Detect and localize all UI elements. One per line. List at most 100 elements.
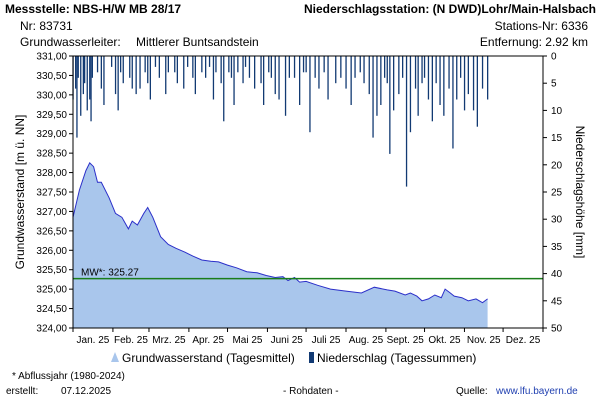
x-axis-tick-label: Mrz. 25: [152, 335, 186, 346]
precipitation-bar: [147, 56, 149, 84]
precipitation-bar: [409, 56, 412, 133]
precipitation-bar: [86, 56, 88, 111]
right-axis-tick-label: 20: [551, 160, 563, 171]
precipitation-bar: [293, 56, 296, 78]
precipitation-bar: [75, 56, 77, 89]
precipitation-bar: [208, 56, 211, 67]
groundwater-line: [72, 162, 488, 304]
precipitation-bar: [154, 56, 157, 67]
precipitation-bar: [460, 56, 462, 78]
x-axis-tick-label: Nov. 25: [467, 335, 501, 346]
precip-station-title: Niederschlagsstation: (N DWD)Lohr/Main-H…: [303, 2, 596, 16]
precipitation-bar: [359, 56, 361, 73]
left-axis-tick-label: 325,00: [36, 285, 67, 296]
precipitation-bar: [117, 56, 119, 111]
precipitation-bar: [194, 56, 196, 95]
precipitation-bar: [363, 56, 365, 84]
precipitation-bar: [144, 56, 146, 73]
x-axis-tick-label: Juni 25: [271, 335, 304, 346]
precipitation-bar: [77, 56, 79, 78]
left-axis-title: Grundwasserstand [m ü. NN]: [13, 115, 27, 270]
precipitation-bar: [103, 56, 105, 105]
precipitation-bar: [129, 56, 131, 78]
left-axis-tick-label: 329,00: [36, 129, 67, 140]
legend-precipitation-swatch: [309, 352, 314, 363]
precipitation-bar: [174, 56, 176, 73]
precipitation-bar: [176, 56, 178, 84]
precipitation-bar: [135, 56, 137, 95]
precipitation-bar: [242, 56, 244, 84]
precipitation-bar: [131, 56, 133, 89]
x-axis-tick-label: Sept. 25: [387, 335, 425, 346]
precipitation-bar: [205, 56, 207, 78]
precipitation-bar: [384, 56, 386, 78]
precipitation-bar: [228, 56, 230, 73]
precipitation-bar: [260, 56, 262, 84]
precipitation-bar: [183, 56, 185, 89]
left-axis-tick-label: 327,50: [36, 188, 67, 199]
precipitation-bar: [380, 56, 382, 105]
right-axis-tick-label: 25: [551, 188, 563, 199]
station-title: Messstelle: NBS-H/W MB 28/17: [5, 2, 182, 16]
precipitation-bar: [481, 56, 484, 89]
left-axis-tick-label: 326,00: [36, 246, 67, 257]
precipitation-bar: [187, 56, 189, 67]
precipitation-bar: [274, 56, 276, 95]
left-axis-tick-label: 327,00: [36, 207, 67, 218]
right-axis-tick-label: 10: [551, 106, 563, 117]
precipitation-bar: [111, 56, 113, 67]
precipitation-bar: [215, 56, 217, 73]
precipitation-bar: [114, 56, 117, 95]
precipitation-bar: [309, 56, 311, 133]
precipitation-bar: [335, 56, 337, 84]
precipitation-bar: [149, 56, 151, 100]
precipitation-bar: [314, 56, 316, 78]
groundwater-area: [73, 162, 488, 328]
left-axis-tick-label: 328,50: [36, 149, 67, 160]
precipitation-bar: [158, 56, 160, 78]
precipitation-bar: [427, 56, 430, 100]
precipitation-bar: [452, 56, 454, 149]
precipitation-bar: [476, 56, 478, 127]
precipitation-bar: [431, 56, 433, 122]
precipitation-bar: [76, 56, 78, 138]
precipitation-bar: [472, 56, 475, 111]
x-axis-tick-label: Okt. 25: [428, 335, 461, 346]
legend-precipitation-label: Niederschlag (Tagessummen): [317, 351, 476, 365]
precipitation-bar: [139, 56, 141, 89]
precipitation-bar: [167, 56, 169, 73]
right-axis-tick-label: 5: [551, 79, 557, 90]
x-axis-tick-label: Dez. 25: [506, 335, 541, 346]
precip-station-number: Stations-Nr: 6336: [494, 19, 588, 33]
raw-data-label: - Rohdaten -: [283, 386, 339, 397]
precipitation-bar: [89, 56, 91, 100]
precipitation-bar: [487, 56, 489, 100]
precipitation-bar: [405, 56, 408, 187]
precipitation-bar: [288, 56, 290, 78]
legend-groundwater-label: Grundwasserstand (Tagesmittel): [122, 351, 295, 365]
x-axis-tick-label: Apr. 25: [192, 335, 224, 346]
precipitation-bar: [467, 56, 469, 95]
precipitation-bar: [80, 56, 82, 116]
source-label: Quelle:: [456, 386, 488, 397]
left-axis-tick-label: 326,50: [36, 226, 67, 237]
precipitation-bar: [414, 56, 417, 89]
axis-labels-layer: Grundwasserstand [m ü. NN] Niederschlagsh…: [13, 115, 587, 270]
precipitation-bar: [456, 56, 458, 100]
aquifer-label: Grundwasserleiter:: [20, 35, 121, 49]
left-axis-tick-label: 324,00: [36, 324, 67, 335]
right-axis-tick-label: 40: [551, 269, 563, 280]
x-axis-tick-label: Mai 25: [232, 335, 262, 346]
source-link[interactable]: www.lfu.bayern.de: [496, 386, 578, 397]
precipitation-bar: [421, 56, 423, 84]
precipitation-bar: [223, 56, 225, 122]
left-axis-tick-label: 324,50: [36, 304, 67, 315]
precipitation-bar: [376, 56, 378, 116]
left-axis-tick-label: 330,50: [36, 71, 67, 82]
precipitation-bar: [284, 56, 287, 116]
precipitation-bar: [122, 56, 124, 84]
station-number: Nr: 83731: [20, 19, 73, 33]
precipitation-bar: [372, 56, 374, 138]
precipitation-bar: [120, 56, 122, 73]
